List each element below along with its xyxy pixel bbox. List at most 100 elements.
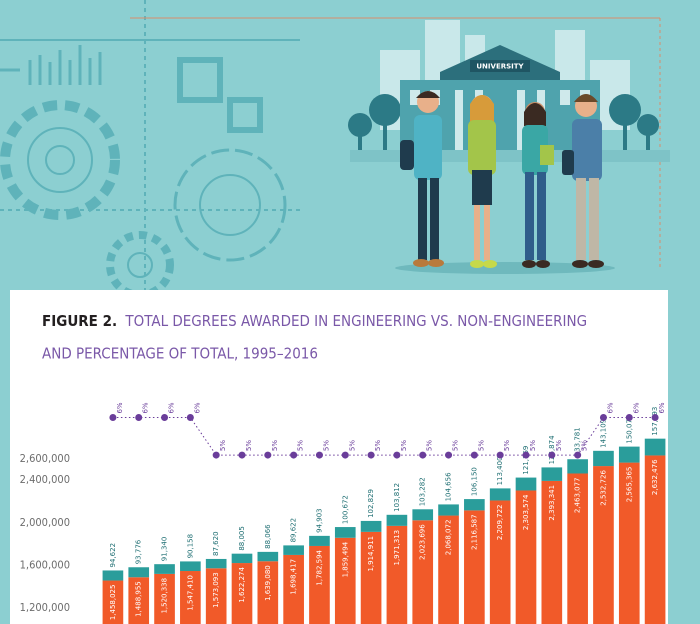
percent-dot [419,451,427,459]
bar-segment [515,477,537,491]
data-label: 157,593 [651,407,659,436]
bar-segment [489,488,511,501]
bar-segment [541,480,563,624]
percent-line [112,417,656,456]
data-label: 2,463,077 [574,477,582,513]
percent-label: 5% [219,440,227,451]
percent-dot [341,451,349,459]
bar-segment [231,553,253,564]
percent-label: 6% [606,402,614,413]
bar-segment [334,537,356,624]
data-label: 2,068,072 [445,520,453,556]
y-tick-label: 1,600,000 [20,558,70,571]
percent-dot [625,414,633,422]
percent-dot [212,451,220,459]
bar-segment [515,490,537,624]
data-label: 102,829 [367,489,375,518]
bar-segment [283,554,304,624]
data-label: 143,109 [599,419,607,448]
bar-segment [205,558,227,569]
percent-label: 5% [322,440,330,451]
figure-label: FIGURE 2. [42,312,117,330]
data-label: 103,812 [393,483,401,512]
bar-segment [593,466,614,624]
percent-dot [186,414,194,422]
university-illustration: UNIVERSITY [348,20,670,274]
percent-dot [238,451,246,459]
percent-dot [496,451,504,459]
data-label: 104,656 [445,472,453,501]
data-label: 87,620 [212,531,220,556]
bar-segment [438,515,459,624]
bar-segment [102,570,124,581]
data-label: 1,698,417 [290,559,298,595]
data-label: 94,622 [109,543,117,568]
data-label: 113,400 [496,456,504,485]
data-label: 1,573,093 [212,572,220,608]
data-label: 1,971,313 [393,530,401,566]
percent-dot [264,451,272,459]
percent-label: 5% [374,440,382,451]
percent-label: 5% [581,440,589,451]
percent-dot [290,451,298,459]
data-label: 106,150 [470,467,478,496]
bar-segment [154,573,175,624]
data-label: 93,776 [135,539,143,564]
percent-label: 5% [555,440,563,451]
bar-segment [102,580,124,624]
percent-dot [651,414,659,422]
percent-label: 5% [297,440,305,451]
percent-label: 6% [168,402,176,413]
bar-segment [231,563,253,624]
bar-segment [541,467,563,481]
data-label: 1,547,410 [186,575,194,611]
data-label: 2,023,696 [419,524,427,560]
percent-dot [548,451,556,459]
data-label: 2,393,341 [548,485,556,521]
bar-segment [567,473,588,624]
chart-title: FIGURE 2. TOTAL DEGREES AWARDED IN ENGIN… [42,312,587,330]
university-sign: UNIVERSITY [476,63,524,71]
bar-segment [360,520,382,532]
percent-label: 6% [142,402,150,413]
bar-segment [438,504,459,516]
y-tick-label: 1,200,000 [20,601,70,614]
data-label: 1,782,594 [315,549,323,585]
data-label: 2,632,476 [651,459,659,495]
bar-segment [386,514,408,526]
data-label: 91,340 [161,537,169,562]
percent-dot [393,451,401,459]
bar-segment [464,510,485,624]
bar-segment [464,499,485,511]
percent-dot [445,451,453,459]
data-label: 2,116,587 [470,514,478,550]
percent-label: 6% [658,402,666,413]
y-tick-label: 2,400,000 [20,473,70,486]
percent-dot [135,414,143,422]
data-label: 1,520,338 [161,578,169,614]
percent-label: 6% [116,402,124,413]
bar-segment [618,462,640,624]
y-tick-label: 2,600,000 [20,452,70,465]
percent-dot [367,451,375,459]
bar-segment [644,455,666,624]
data-label: 150,070 [625,415,633,444]
bar-segment [644,438,666,456]
percent-label: 6% [632,402,640,413]
data-label: 1,914,911 [367,536,375,572]
percent-dot [470,451,478,459]
bar-segment [205,568,227,624]
percent-dot [599,414,607,422]
percent-label: 5% [503,440,511,451]
bar-segment [567,459,588,474]
data-label: 2,565,365 [625,467,633,503]
data-label: 90,158 [186,534,194,559]
bar-segment [257,561,279,624]
percent-dot [522,451,530,459]
data-label: 1,639,080 [264,565,272,601]
data-label: 1,622,274 [238,567,246,603]
percent-dot [109,414,117,422]
percent-label: 5% [477,440,485,451]
bar-segment [257,551,279,562]
